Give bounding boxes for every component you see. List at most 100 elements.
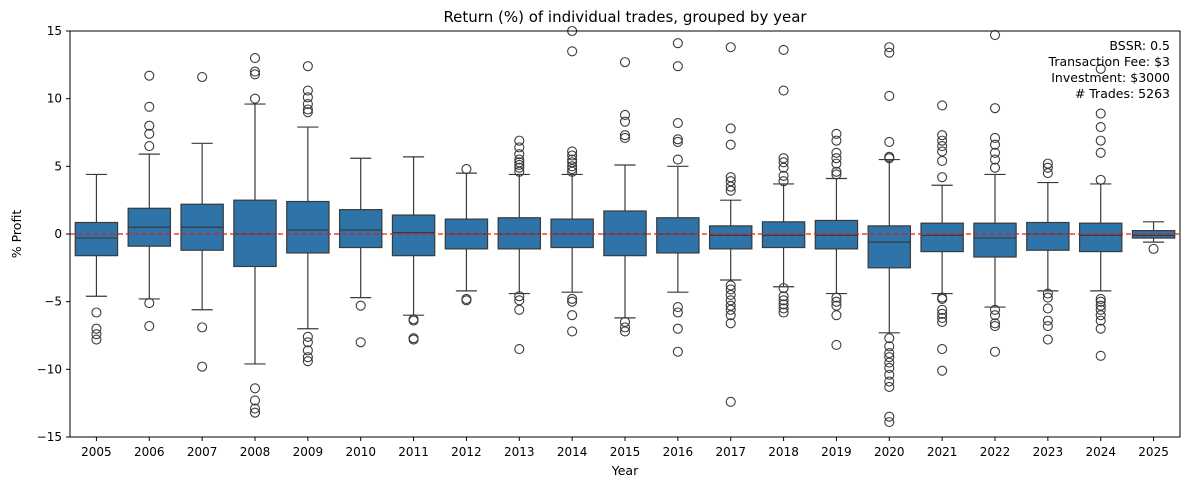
- box-2019: [814, 128, 859, 351]
- outlier-point: [937, 100, 948, 111]
- outlier-point: [302, 331, 313, 342]
- box-iqr: [603, 210, 647, 257]
- outlier-point: [302, 104, 313, 115]
- outlier-point: [989, 346, 1001, 357]
- outlier-point: [144, 128, 155, 139]
- box-2007: [180, 71, 224, 372]
- x-tick-label: 2021: [927, 445, 958, 459]
- outlier-point: [778, 153, 789, 164]
- outlier-point: [1095, 323, 1106, 334]
- outlier-point: [884, 411, 895, 422]
- outlier-point: [302, 99, 313, 110]
- outlier-point: [672, 302, 683, 313]
- outlier-point: [725, 396, 736, 407]
- outlier-point: [1042, 303, 1053, 314]
- outlier-point: [989, 139, 1001, 150]
- outlier-point: [91, 323, 102, 334]
- outlier-point: [302, 61, 313, 72]
- outlier-point: [937, 172, 948, 183]
- outlier-point: [778, 291, 789, 302]
- outlier-point: [249, 383, 261, 394]
- outlier-point: [672, 117, 683, 129]
- box-iqr: [656, 217, 700, 254]
- outlier-point: [831, 147, 842, 158]
- outlier-point: [989, 30, 1001, 41]
- outlier-point: [778, 176, 789, 187]
- outlier-point: [725, 295, 736, 306]
- outlier-point: [884, 151, 895, 162]
- outlier-point: [1095, 310, 1106, 321]
- outlier-point: [249, 403, 261, 414]
- outlier-point: [144, 297, 155, 309]
- plot-frame: [69, 30, 1181, 438]
- y-tick-label: 5: [54, 159, 62, 173]
- outlier-point: [408, 315, 419, 326]
- outlier-point: [884, 136, 895, 148]
- outlier-point: [408, 334, 419, 345]
- outlier-point: [567, 146, 578, 157]
- outlier-point: [725, 318, 736, 329]
- outlier-point: [619, 116, 631, 127]
- x-axis: 2005 2006 2007 2008 2009 2010 2011 2012 2013 2014…: [81, 437, 1169, 459]
- outlier-point: [619, 316, 631, 328]
- outlier-point: [249, 69, 261, 80]
- x-tick-label: 2017: [715, 445, 746, 459]
- outlier-point: [725, 176, 736, 187]
- outlier-point: [831, 128, 842, 139]
- outlier-point: [1148, 243, 1159, 254]
- outlier-point: [672, 136, 683, 148]
- box-iqr: [286, 200, 330, 254]
- outlier-point: [619, 132, 631, 143]
- outlier-point: [725, 310, 736, 321]
- outlier-point: [884, 42, 895, 53]
- box-2015: [603, 57, 647, 337]
- outlier-point: [1042, 288, 1053, 299]
- outlier-point: [302, 337, 313, 348]
- outlier-point: [937, 316, 948, 328]
- x-tick-label: 2006: [134, 445, 165, 459]
- x-tick-label: 2020: [874, 445, 905, 459]
- outlier-point: [1095, 63, 1106, 74]
- outlier-point: [144, 70, 155, 81]
- outlier-point: [884, 90, 895, 102]
- outlier-point: [937, 130, 948, 141]
- outlier-point: [937, 293, 948, 305]
- x-tick-label: 2025: [1138, 445, 1169, 459]
- box-2005: [74, 173, 119, 345]
- box-2006: [127, 70, 172, 332]
- annotation-line: BSSR: 0.5: [1109, 38, 1170, 53]
- outlier-point: [937, 304, 948, 315]
- box-2011: [391, 156, 436, 345]
- box-2009: [286, 61, 330, 367]
- outlier-point: [778, 44, 789, 55]
- outlier-point: [567, 326, 578, 337]
- box-iqr: [74, 221, 119, 257]
- x-tick-label: 2019: [821, 445, 852, 459]
- outlier-point: [144, 120, 155, 131]
- box-iqr: [814, 219, 859, 250]
- outlier-point: [1095, 296, 1106, 307]
- outlier-point: [619, 57, 631, 68]
- outlier-point: [1042, 320, 1053, 332]
- box-2022: [973, 30, 1017, 357]
- outlier-point: [778, 157, 789, 168]
- box-iqr: [391, 214, 436, 257]
- x-tick-label: 2007: [187, 445, 218, 459]
- outlier-point: [91, 307, 102, 318]
- box-iqr: [761, 221, 806, 249]
- outlier-point: [567, 161, 578, 172]
- outlier-point: [514, 142, 525, 153]
- outlier-point: [514, 135, 525, 146]
- box-2013: [497, 135, 542, 355]
- outlier-point: [619, 326, 631, 337]
- outlier-point: [1042, 292, 1053, 303]
- x-tick-label: 2009: [293, 445, 324, 459]
- outlier-point: [1095, 350, 1106, 361]
- x-tick-label: 2013: [504, 445, 535, 459]
- box-iqr: [1026, 221, 1070, 251]
- x-axis-label: Year: [611, 463, 639, 478]
- outlier-point: [197, 361, 208, 372]
- outlier-point: [1095, 122, 1106, 133]
- outlier-point: [619, 109, 631, 120]
- outlier-point: [1042, 168, 1053, 179]
